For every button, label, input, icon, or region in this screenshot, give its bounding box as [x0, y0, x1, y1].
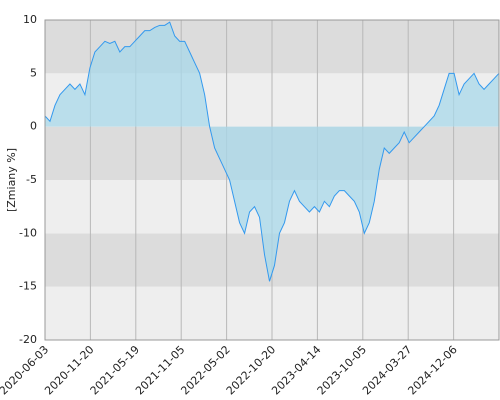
y-tick-label: -5: [26, 173, 37, 186]
y-tick-label: -20: [19, 333, 37, 346]
y-tick-label: 5: [30, 66, 37, 79]
plot-frame: [44, 19, 500, 341]
y-tick-label: 10: [23, 13, 37, 26]
line: [44, 21, 500, 282]
y-tick-label: -10: [19, 226, 37, 239]
y-tick-label: 0: [30, 120, 37, 133]
y-axis-label: [Zmiany %]: [5, 148, 18, 212]
x-tick-label: 2024-12-06: [405, 343, 459, 397]
area: [45, 22, 499, 282]
y-tick-label: -15: [19, 280, 37, 293]
